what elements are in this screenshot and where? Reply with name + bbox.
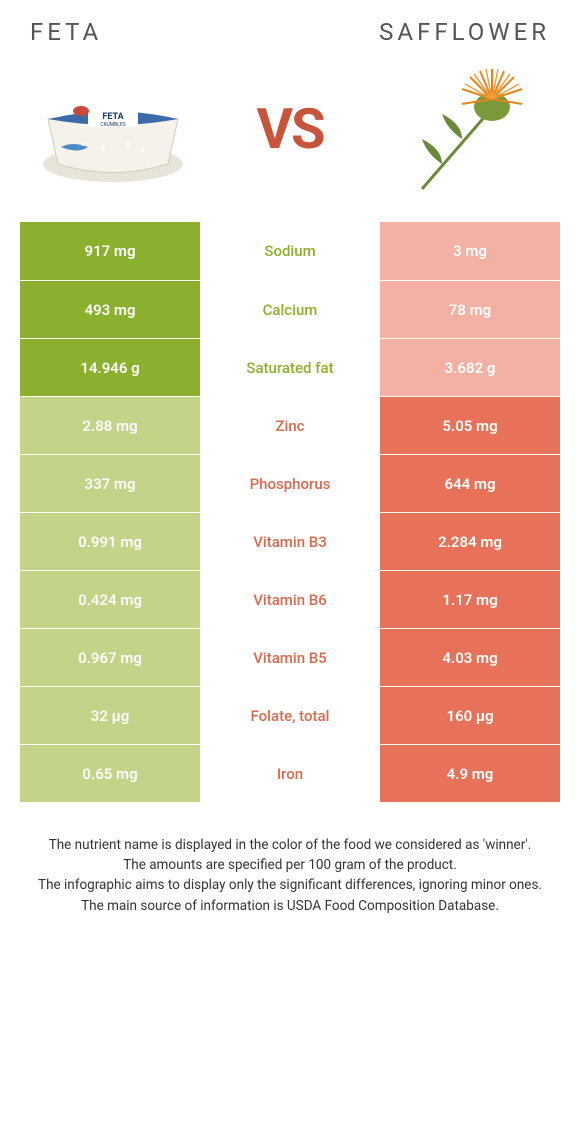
table-row: 0.424 mgVitamin B61.17 mg xyxy=(20,570,560,628)
safflower-icon xyxy=(392,59,542,199)
right-value: 644 mg xyxy=(380,455,560,512)
table-row: 32 µgFolate, total160 µg xyxy=(20,686,560,744)
safflower-image xyxy=(385,64,550,194)
footer-notes: The nutrient name is displayed in the co… xyxy=(20,836,560,915)
right-value: 160 µg xyxy=(380,687,560,744)
nutrient-name: Phosphorus xyxy=(200,455,380,512)
header: Feta Safflower xyxy=(0,0,580,54)
left-value: 14.946 g xyxy=(20,339,200,396)
right-value: 5.05 mg xyxy=(380,397,560,454)
left-value: 32 µg xyxy=(20,687,200,744)
feta-image: FETA CRUMBLES xyxy=(30,64,195,194)
footer-line: The nutrient name is displayed in the co… xyxy=(20,836,560,854)
svg-text:FETA: FETA xyxy=(102,112,124,122)
nutrient-name: Sodium xyxy=(200,222,380,280)
right-food-title: Safflower xyxy=(379,18,550,46)
right-value: 2.284 mg xyxy=(380,513,560,570)
left-value: 0.424 mg xyxy=(20,571,200,628)
nutrient-name: Saturated fat xyxy=(200,339,380,396)
footer-line: The infographic aims to display only the… xyxy=(20,876,560,894)
right-value: 78 mg xyxy=(380,281,560,338)
left-value: 0.991 mg xyxy=(20,513,200,570)
nutrient-name: Vitamin B6 xyxy=(200,571,380,628)
right-value: 4.9 mg xyxy=(380,745,560,802)
nutrient-name: Calcium xyxy=(200,281,380,338)
table-row: 337 mgPhosphorus644 mg xyxy=(20,454,560,512)
table-row: 917 mgSodium3 mg xyxy=(20,222,560,280)
table-row: 0.967 mgVitamin B54.03 mg xyxy=(20,628,560,686)
left-value: 337 mg xyxy=(20,455,200,512)
table-row: 0.65 mgIron4.9 mg xyxy=(20,744,560,802)
vs-label: VS xyxy=(256,96,323,162)
footer-line: The main source of information is USDA F… xyxy=(20,897,560,915)
footer-line: The amounts are specified per 100 gram o… xyxy=(20,856,560,874)
table-row: 493 mgCalcium78 mg xyxy=(20,280,560,338)
svg-text:CRUMBLES: CRUMBLES xyxy=(100,122,126,128)
table-row: 2.88 mgZinc5.05 mg xyxy=(20,396,560,454)
right-value: 1.17 mg xyxy=(380,571,560,628)
left-value: 2.88 mg xyxy=(20,397,200,454)
nutrition-table: 917 mgSodium3 mg493 mgCalcium78 mg14.946… xyxy=(20,222,560,802)
left-value: 0.967 mg xyxy=(20,629,200,686)
table-row: 0.991 mgVitamin B32.284 mg xyxy=(20,512,560,570)
right-value: 4.03 mg xyxy=(380,629,560,686)
table-row: 14.946 gSaturated fat3.682 g xyxy=(20,338,560,396)
images-row: FETA CRUMBLES VS xyxy=(0,54,580,214)
right-value: 3.682 g xyxy=(380,339,560,396)
right-value: 3 mg xyxy=(380,222,560,280)
left-value: 917 mg xyxy=(20,222,200,280)
nutrient-name: Folate, total xyxy=(200,687,380,744)
left-food-title: Feta xyxy=(30,18,102,46)
nutrient-name: Zinc xyxy=(200,397,380,454)
nutrient-name: Iron xyxy=(200,745,380,802)
feta-icon: FETA CRUMBLES xyxy=(33,69,193,189)
nutrient-name: Vitamin B5 xyxy=(200,629,380,686)
nutrient-name: Vitamin B3 xyxy=(200,513,380,570)
left-value: 493 mg xyxy=(20,281,200,338)
left-value: 0.65 mg xyxy=(20,745,200,802)
